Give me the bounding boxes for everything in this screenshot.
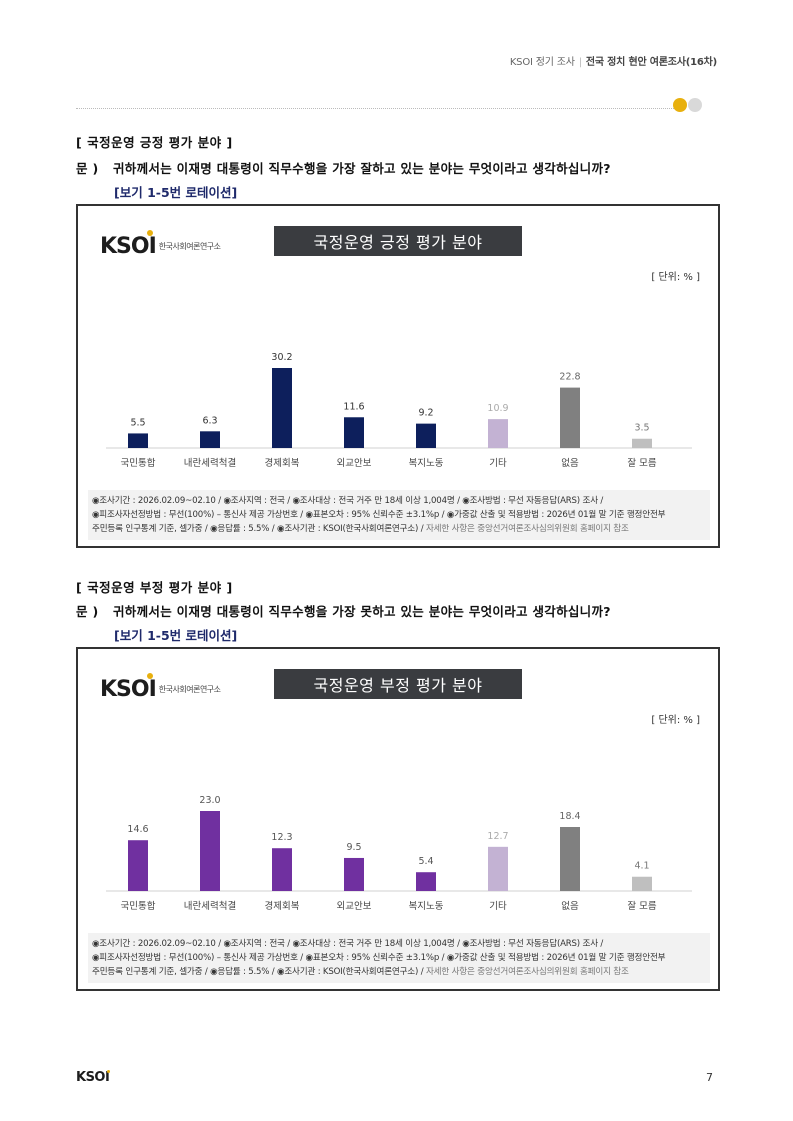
category-label: 내란세력척결 — [184, 900, 236, 912]
bar-chart: 5.5 국민통합 6.3 내란세력척결 30.2 경제회복 11.6 외교안보 9.2 복지노동 1… — [106, 352, 692, 469]
question-label: 문 ) — [76, 161, 99, 176]
logo-accent-dot — [147, 673, 153, 679]
bar-외교안보 — [344, 857, 364, 891]
survey-footnote: ◉조사기간 : 2026.02.09~02.10 / ◉조사지역 : 전국 / … — [88, 490, 710, 540]
positive-section: [ 국정운영 긍정 평가 분야 ] 문 ) 귀하께서는 이재명 대통령이 직무수행… — [76, 132, 720, 552]
rotation-note: [보기 1-5번 로테이션] — [114, 185, 238, 200]
data-label: 4.1 — [634, 861, 649, 872]
chart-title: 국정운영 부정 평가 분야 — [274, 669, 522, 699]
header-separator: | — [578, 57, 582, 68]
bar-국민통합 — [128, 840, 148, 891]
footer-logo-text: KSOI — [76, 1070, 110, 1085]
category-label: 복지노동 — [409, 901, 444, 912]
bar-경제회복 — [272, 368, 292, 448]
footnote-line-3b: 자세한 사항은 중앙선거여론조사심의위원회 홈페이지 참조 — [423, 524, 629, 534]
footnote-line-3: 주민등록 인구통계 기준, 셀가중 / ◉응답률 : 5.5% / ◉조사기관 … — [92, 965, 704, 979]
logo-subtitle: 한국사회여론연구소 — [158, 242, 221, 251]
bar-잘 모름 — [632, 438, 652, 448]
category-label: 국민통합 — [121, 458, 156, 469]
footnote-line-1: ◉조사기간 : 2026.02.09~02.10 / ◉조사지역 : 전국 / … — [92, 939, 604, 949]
data-label: 5.5 — [130, 417, 145, 428]
header-meta: KSOI 정기 조사 | 전국 정치 현안 여론조사(16차) — [510, 53, 717, 68]
category-label: 외교안보 — [337, 900, 372, 912]
unit-label: [ 단위: % ] — [651, 715, 700, 726]
footnote-line-1: ◉조사기간 : 2026.02.09~02.10 / ◉조사지역 : 전국 / … — [92, 496, 604, 506]
data-label: 9.5 — [346, 842, 361, 853]
data-label: 18.4 — [559, 811, 580, 822]
chart-panel: KSOI 한국사회여론연구소 국정운영 부정 평가 분야 [ 단위: % ] 1… — [76, 647, 720, 991]
unit-label: [ 단위: % ] — [651, 272, 700, 283]
header-divider — [76, 108, 674, 109]
category-label: 잘 모름 — [627, 457, 656, 469]
category-label: 기타 — [489, 901, 507, 912]
category-label: 내란세력척결 — [184, 457, 236, 469]
footnote-line-3a: 주민등록 인구통계 기준, 셀가중 / ◉응답률 : 5.5% / ◉조사기관 … — [92, 524, 424, 534]
bar-내란세력척결 — [200, 431, 220, 448]
data-label: 5.4 — [418, 856, 433, 867]
section-title: [ 국정운영 부정 평가 분야 ] — [76, 580, 233, 595]
category-label: 기타 — [489, 458, 507, 469]
question: 문 ) 귀하께서는 이재명 대통령이 직무수행을 가장 못하고 있는 분야는 무엇… — [76, 601, 611, 620]
survey-footnote: ◉조사기간 : 2026.02.09~02.10 / ◉조사지역 : 전국 / … — [88, 933, 710, 983]
data-label: 10.9 — [487, 403, 508, 414]
logo-text: KSOI — [100, 234, 157, 259]
negative-section: [ 국정운영 부정 평가 분야 ] 문 ) 귀하께서는 이재명 대통령이 직무수행… — [76, 577, 720, 997]
data-label: 30.2 — [271, 352, 292, 363]
logo-subtitle: 한국사회여론연구소 — [158, 685, 221, 694]
category-label: 잘 모름 — [627, 900, 656, 912]
chart-panel: KSOI 한국사회여론연구소 국정운영 긍정 평가 분야 [ 단위: % ] 5… — [76, 204, 720, 548]
data-label: 23.0 — [199, 795, 220, 806]
logo-text: KSOI — [100, 677, 157, 702]
footer-logo: KSOI — [76, 1070, 112, 1085]
data-label: 6.3 — [202, 415, 217, 426]
question-label: 문 ) — [76, 604, 99, 619]
bar-경제회복 — [272, 848, 292, 891]
footnote-line-3a: 주민등록 인구통계 기준, 셀가중 / ◉응답률 : 5.5% / ◉조사기관 … — [92, 967, 424, 977]
footer-logo-dot — [107, 1070, 111, 1073]
footnote-line-3b: 자세한 사항은 중앙선거여론조사심의위원회 홈페이지 참조 — [423, 967, 629, 977]
data-label: 3.5 — [634, 423, 649, 434]
category-label: 외교안보 — [337, 457, 372, 469]
bar-복지노동 — [416, 872, 436, 891]
logo-accent-dot — [147, 230, 153, 236]
bar-국민통합 — [128, 433, 148, 448]
question-text: 귀하께서는 이재명 대통령이 직무수행을 가장 못하고 있는 분야는 무엇이라고… — [113, 604, 611, 619]
chart-title: 국정운영 긍정 평가 분야 — [274, 226, 522, 256]
bar-내란세력척결 — [200, 811, 220, 891]
data-label: 22.8 — [559, 372, 580, 383]
question-text: 귀하께서는 이재명 대통령이 직무수행을 가장 잘하고 있는 분야는 무엇이라고… — [113, 161, 611, 176]
data-label: 12.3 — [271, 832, 292, 843]
bar-chart: 14.6 국민통합 23.0 내란세력척결 12.3 경제회복 9.5 외교안보 5.4 복지노동… — [106, 795, 692, 912]
category-label: 없음 — [561, 457, 579, 469]
bar-기타 — [488, 846, 508, 891]
header-gold-dot — [673, 98, 687, 112]
header-gray-dot — [688, 98, 702, 112]
data-label: 12.7 — [487, 831, 508, 842]
category-label: 경제회복 — [265, 900, 300, 912]
bar-잘 모름 — [632, 876, 652, 891]
page-number: 7 — [706, 1071, 713, 1084]
bar-없음 — [560, 827, 580, 891]
data-label: 11.6 — [343, 401, 364, 412]
question: 문 ) 귀하께서는 이재명 대통령이 직무수행을 가장 잘하고 있는 분야는 무엇… — [76, 158, 611, 177]
category-label: 경제회복 — [265, 457, 300, 469]
data-label: 9.2 — [418, 408, 433, 419]
footnote-line-2: ◉피조사자선정방법 : 무선(100%) – 통신사 제공 가상번호 / ◉표본… — [92, 510, 666, 520]
rotation-note: [보기 1-5번 로테이션] — [114, 628, 238, 643]
category-label: 복지노동 — [409, 458, 444, 469]
bar-외교안보 — [344, 417, 364, 448]
footnote-line-2: ◉피조사자선정방법 : 무선(100%) – 통신사 제공 가상번호 / ◉표본… — [92, 953, 666, 963]
data-label: 14.6 — [127, 824, 148, 835]
section-title: [ 국정운영 긍정 평가 분야 ] — [76, 135, 233, 150]
header-survey-name: 전국 정치 현안 여론조사(16차) — [585, 57, 717, 68]
footnote-line-3: 주민등록 인구통계 기준, 셀가중 / ◉응답률 : 5.5% / ◉조사기관 … — [92, 522, 704, 536]
ksoi-logo: KSOI 한국사회여론연구소 — [100, 230, 221, 259]
bar-복지노동 — [416, 423, 436, 448]
bar-기타 — [488, 419, 508, 448]
category-label: 국민통합 — [121, 901, 156, 912]
header-org-survey: KSOI 정기 조사 — [509, 57, 575, 68]
bar-없음 — [560, 387, 580, 448]
category-label: 없음 — [561, 900, 579, 912]
ksoi-logo: KSOI 한국사회여론연구소 — [100, 673, 221, 702]
